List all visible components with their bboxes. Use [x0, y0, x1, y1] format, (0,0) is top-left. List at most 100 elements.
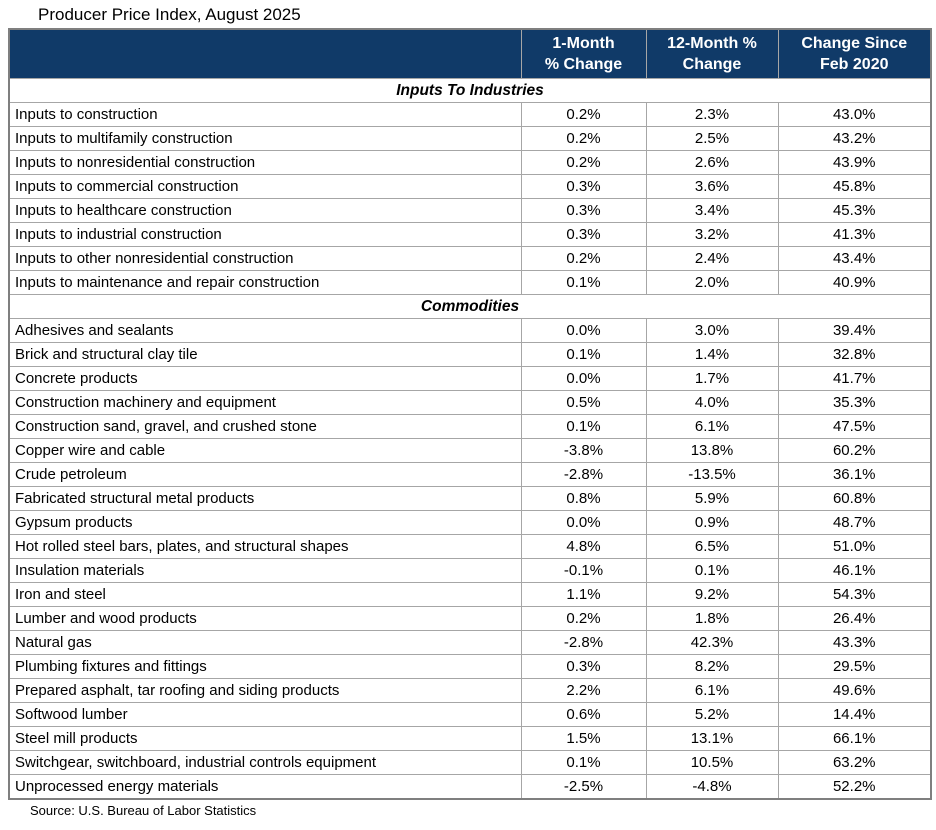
- twelve-month-change-cell: 0.1%: [645, 558, 779, 583]
- col-header-change-since-feb-2020: Change Since Feb 2020: [777, 29, 931, 79]
- one-month-change-cell: 0.3%: [520, 174, 647, 199]
- twelve-month-change-cell: 2.5%: [645, 126, 779, 151]
- change-since-feb-2020-cell: 49.6%: [777, 678, 932, 703]
- change-since-feb-2020-cell: 43.3%: [777, 630, 932, 655]
- change-since-feb-2020-cell: 51.0%: [777, 534, 932, 559]
- table-row: Inputs to nonresidential construction 0.2…: [8, 150, 932, 175]
- row-label: Lumber and wood products: [8, 606, 522, 631]
- row-label: Hot rolled steel bars, plates, and struc…: [8, 534, 522, 559]
- one-month-change-cell: 0.2%: [520, 246, 647, 271]
- table-row: Lumber and wood products 0.2% 1.8% 26.4%: [8, 606, 932, 631]
- change-since-feb-2020-cell: 60.8%: [777, 486, 932, 511]
- change-since-feb-2020-cell: 43.4%: [777, 246, 932, 271]
- row-label: Inputs to other nonresidential construct…: [8, 246, 522, 271]
- twelve-month-change-cell: 6.1%: [645, 678, 779, 703]
- table-row: Insulation materials -0.1% 0.1% 46.1%: [8, 558, 932, 583]
- one-month-change-cell: -2.8%: [520, 630, 647, 655]
- row-label: Iron and steel: [8, 582, 522, 607]
- change-since-feb-2020-cell: 60.2%: [777, 438, 932, 463]
- change-since-feb-2020-cell: 36.1%: [777, 462, 932, 487]
- row-label: Prepared asphalt, tar roofing and siding…: [8, 678, 522, 703]
- one-month-change-cell: 0.8%: [520, 486, 647, 511]
- row-label: Natural gas: [8, 630, 522, 655]
- table-header-row: 1-Month % Change 12-Month % Change Chang…: [9, 29, 931, 79]
- row-label: Insulation materials: [8, 558, 522, 583]
- col-header-line: 1-Month: [552, 35, 615, 52]
- one-month-change-cell: 0.3%: [520, 222, 647, 247]
- row-label: Plumbing fixtures and fittings: [8, 654, 522, 679]
- table-row: Inputs to multifamily construction 0.2% 2.…: [8, 126, 932, 151]
- one-month-change-cell: -0.1%: [520, 558, 647, 583]
- col-header-line: Feb 2020: [820, 56, 889, 73]
- twelve-month-change-cell: -4.8%: [645, 774, 779, 800]
- table-row: Inputs to commercial construction 0.3% 3.6…: [8, 174, 932, 199]
- one-month-change-cell: 0.2%: [520, 150, 647, 175]
- section-header-row: Commodities: [8, 294, 932, 319]
- twelve-month-change-cell: 2.0%: [645, 270, 779, 295]
- row-label: Inputs to construction: [8, 102, 522, 127]
- one-month-change-cell: 2.2%: [520, 678, 647, 703]
- one-month-change-cell: 0.3%: [520, 198, 647, 223]
- one-month-change-cell: 1.1%: [520, 582, 647, 607]
- col-header-line: % Change: [544, 56, 623, 73]
- change-since-feb-2020-cell: 32.8%: [777, 342, 932, 367]
- twelve-month-change-cell: 42.3%: [645, 630, 779, 655]
- twelve-month-change-cell: 9.2%: [645, 582, 779, 607]
- source-note: Source: U.S. Bureau of Labor Statistics: [30, 803, 257, 818]
- row-label: Crude petroleum: [8, 462, 522, 487]
- table-row: Inputs to industrial construction 0.3% 3.2…: [8, 222, 932, 247]
- table-row: Construction sand, gravel, and crushed s…: [8, 414, 932, 439]
- change-since-feb-2020-cell: 29.5%: [777, 654, 932, 679]
- row-label: Switchgear, switchboard, industrial cont…: [8, 750, 522, 775]
- table-body: Inputs To Industries Inputs to constructi…: [8, 78, 932, 800]
- one-month-change-cell: 0.0%: [520, 510, 647, 535]
- row-label: Unprocessed energy materials: [8, 774, 522, 800]
- row-label: Construction machinery and equipment: [8, 390, 522, 415]
- change-since-feb-2020-cell: 43.2%: [777, 126, 932, 151]
- one-month-change-cell: 0.1%: [520, 750, 647, 775]
- row-label: Inputs to industrial construction: [8, 222, 522, 247]
- col-header-line: 12-Month %: [667, 35, 757, 52]
- table-row: Inputs to other nonresidential construct…: [8, 246, 932, 271]
- row-label: Inputs to healthcare construction: [8, 198, 522, 223]
- change-since-feb-2020-cell: 14.4%: [777, 702, 932, 727]
- twelve-month-change-cell: -13.5%: [645, 462, 779, 487]
- one-month-change-cell: -2.5%: [520, 774, 647, 800]
- twelve-month-change-cell: 2.4%: [645, 246, 779, 271]
- table-row: Inputs to maintenance and repair constru…: [8, 270, 932, 295]
- table-row: Inputs to construction 0.2% 2.3% 43.0%: [8, 102, 932, 127]
- change-since-feb-2020-cell: 66.1%: [777, 726, 932, 751]
- twelve-month-change-cell: 13.8%: [645, 438, 779, 463]
- section-title: Inputs To Industries: [8, 78, 932, 103]
- table-row: Adhesives and sealants 0.0% 3.0% 39.4%: [8, 318, 932, 343]
- table-row: Iron and steel 1.1% 9.2% 54.3%: [8, 582, 932, 607]
- row-label: Gypsum products: [8, 510, 522, 535]
- blank-header-cell: [9, 29, 522, 79]
- change-since-feb-2020-cell: 46.1%: [777, 558, 932, 583]
- change-since-feb-2020-cell: 48.7%: [777, 510, 932, 535]
- twelve-month-change-cell: 8.2%: [645, 654, 779, 679]
- twelve-month-change-cell: 1.4%: [645, 342, 779, 367]
- change-since-feb-2020-cell: 54.3%: [777, 582, 932, 607]
- table-row: Natural gas -2.8% 42.3% 43.3%: [8, 630, 932, 655]
- change-since-feb-2020-cell: 45.8%: [777, 174, 932, 199]
- one-month-change-cell: 0.1%: [520, 414, 647, 439]
- change-since-feb-2020-cell: 45.3%: [777, 198, 932, 223]
- change-since-feb-2020-cell: 63.2%: [777, 750, 932, 775]
- table-row: Switchgear, switchboard, industrial cont…: [8, 750, 932, 775]
- one-month-change-cell: 1.5%: [520, 726, 647, 751]
- col-header-line: Change: [682, 56, 742, 73]
- twelve-month-change-cell: 6.5%: [645, 534, 779, 559]
- change-since-feb-2020-cell: 41.7%: [777, 366, 932, 391]
- one-month-change-cell: 4.8%: [520, 534, 647, 559]
- section-header-row: Inputs To Industries: [8, 78, 932, 103]
- twelve-month-change-cell: 5.9%: [645, 486, 779, 511]
- one-month-change-cell: 0.2%: [520, 606, 647, 631]
- twelve-month-change-cell: 10.5%: [645, 750, 779, 775]
- table-row: Construction machinery and equipment 0.5%…: [8, 390, 932, 415]
- twelve-month-change-cell: 3.2%: [645, 222, 779, 247]
- twelve-month-change-cell: 2.6%: [645, 150, 779, 175]
- row-label: Brick and structural clay tile: [8, 342, 522, 367]
- row-label: Construction sand, gravel, and crushed s…: [8, 414, 522, 439]
- one-month-change-cell: 0.1%: [520, 342, 647, 367]
